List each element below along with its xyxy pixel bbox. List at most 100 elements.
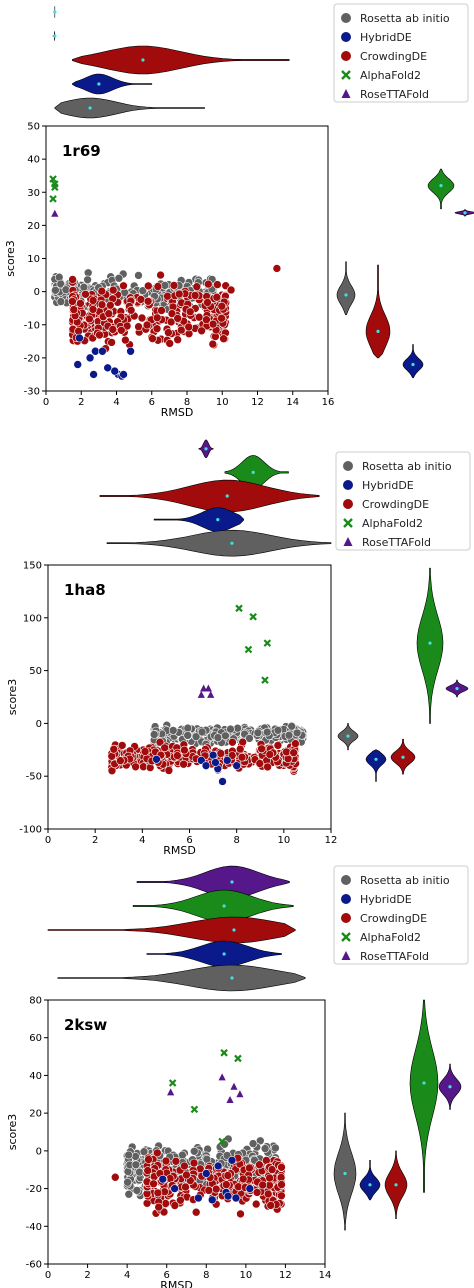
legend-marker-circle: [341, 875, 351, 885]
y-tick-label: 150: [23, 561, 42, 572]
data-point: [88, 296, 98, 305]
legend-marker-circle: [341, 13, 351, 23]
data-point: [262, 727, 272, 737]
data-point: [255, 1160, 264, 1169]
data-point: [277, 1180, 286, 1189]
data-point: [248, 1139, 258, 1148]
data-point: [173, 335, 182, 345]
data-point-alphafold2: [51, 180, 59, 188]
data-point-alphafold2: [49, 175, 57, 183]
legend-marker-x: [343, 518, 353, 528]
data-point: [51, 285, 60, 295]
data-point: [107, 338, 116, 347]
x-tick-label: 14: [286, 397, 299, 408]
data-point: [123, 1177, 132, 1187]
data-point: [81, 289, 90, 299]
data-point: [106, 300, 115, 310]
data-point-alphafold2: [190, 1105, 199, 1114]
data-point-hybridde: [98, 346, 107, 356]
data-point: [135, 1167, 144, 1177]
data-point: [153, 1188, 163, 1198]
data-point: [212, 292, 222, 302]
data-point: [282, 747, 291, 757]
data-point: [165, 339, 174, 348]
plot-marks: [110, 1049, 286, 1219]
data-point: [183, 731, 192, 740]
violin-top: [99, 479, 320, 513]
panel-2ksw: 0 2 4 6 8 10 12 14 -60 -40 -20 0 20 40 60 80 RMSD score3 2…: [6, 865, 469, 1288]
violin-median: [463, 211, 467, 215]
data-point-crowdingde-outliers: [272, 264, 282, 273]
violin-median: [411, 362, 415, 367]
x-tick-label: 0: [43, 397, 49, 408]
data-point-hybridde: [201, 1169, 211, 1178]
data-point: [190, 291, 200, 300]
data-point: [265, 750, 275, 759]
violin-top: [136, 865, 290, 899]
data-point: [181, 1182, 190, 1192]
data-point: [164, 766, 174, 775]
violin-top: [106, 529, 332, 557]
data-point: [255, 759, 265, 768]
data-point-hybridde: [119, 370, 128, 379]
data-point-alphafold2: [261, 676, 269, 684]
y-tick-label: -30: [24, 387, 40, 398]
legend-marker-triangle: [343, 537, 353, 546]
data-point: [216, 749, 226, 758]
data-point: [104, 309, 114, 319]
data-point: [211, 1184, 221, 1194]
violin-median: [53, 34, 57, 38]
data-point: [287, 721, 297, 731]
data-point-alphafold2: [234, 1054, 242, 1063]
data-point: [245, 734, 254, 743]
data-point-rosettafold: [197, 690, 205, 698]
violin-median: [222, 952, 226, 956]
data-point-rosettafold: [236, 1090, 244, 1098]
data-point: [144, 281, 153, 291]
data-point: [116, 756, 125, 765]
violin-top: [146, 940, 282, 968]
violin-median: [230, 541, 234, 545]
x-tick-label: 0: [45, 835, 51, 846]
legend-entry-label: RoseTTAFold: [362, 536, 431, 549]
data-point: [164, 328, 173, 337]
violin-top: [72, 73, 153, 95]
legend-box: [335, 451, 471, 551]
data-point: [235, 744, 245, 754]
legend-entry-label: RoseTTAFold: [360, 88, 429, 101]
data-point-hybridde: [110, 366, 120, 376]
data-point-hybridde: [152, 755, 161, 764]
data-point: [204, 1186, 214, 1195]
data-point: [143, 296, 153, 306]
data-point: [157, 306, 166, 315]
data-point: [137, 313, 147, 323]
legend: Rosetta ab initio HybridDE CrowdingDE Alpha…: [333, 3, 469, 103]
violin-median: [97, 82, 101, 86]
violin-median: [374, 757, 378, 761]
data-point-hybridde: [85, 353, 95, 363]
legend-box: [333, 3, 469, 103]
data-point: [152, 324, 162, 334]
legend-entry-label: AlphaFold2: [360, 69, 421, 82]
data-point: [213, 733, 223, 742]
data-point-alphafold2: [235, 604, 243, 613]
data-point: [265, 1173, 274, 1183]
violin-median: [376, 329, 380, 333]
panel-1ha8: 0 2 4 6 8 10 12 -100 -50 0 50 100 150 RMSD score3 1ha8 R…: [6, 439, 471, 857]
legend-marker-circle: [341, 894, 351, 904]
x-axis-label: RMSD: [163, 844, 196, 857]
data-point: [273, 725, 283, 735]
x-tick-label: 0: [45, 1270, 51, 1281]
data-point: [160, 743, 169, 753]
violin-median: [401, 755, 405, 759]
violin-median: [88, 106, 92, 110]
data-point: [138, 286, 148, 296]
y-tick-label: 60: [29, 1033, 42, 1044]
data-point: [143, 1166, 152, 1175]
data-point: [131, 1160, 141, 1170]
data-point-rosettafold: [230, 1082, 238, 1090]
legend: Rosetta ab initio HybridDE CrowdingDE Alpha…: [335, 451, 471, 551]
y-tick-label: 50: [29, 666, 42, 677]
legend-entry-label: AlphaFold2: [360, 931, 421, 944]
data-point: [167, 309, 177, 318]
